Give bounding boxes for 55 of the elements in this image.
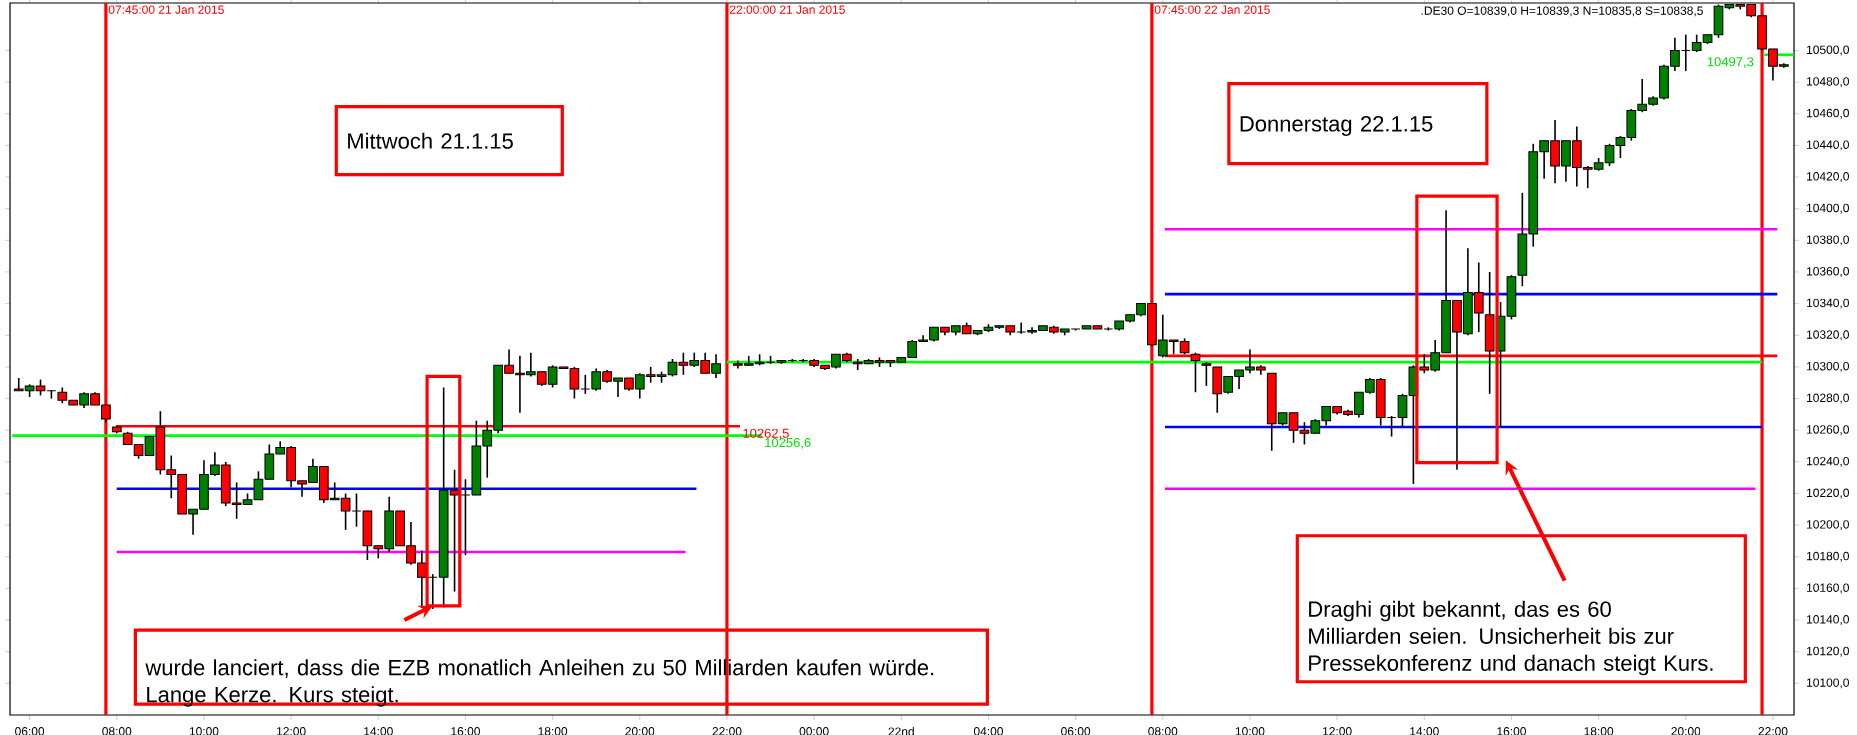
y-tick-label: 10340,0 xyxy=(1806,298,1849,309)
y-tick-label: 10220,0 xyxy=(1806,488,1849,499)
x-tick-label: 18:00 xyxy=(538,727,568,735)
y-tick-label: 10360,0 xyxy=(1806,267,1849,277)
x-tick-label: 16:00 xyxy=(451,727,480,735)
candlestick xyxy=(1201,361,1212,387)
y-tick-label: 10240,0 xyxy=(1806,456,1849,467)
x-tick-label: 16:00 xyxy=(1497,727,1526,735)
y-tick-label: 10180,0 xyxy=(1806,551,1849,562)
x-tick-label: 20:00 xyxy=(1671,727,1701,735)
x-tick-label: 22:00 xyxy=(1758,727,1788,735)
y-tick-label: 10400,0 xyxy=(1806,203,1849,214)
ref-line-label: 07:45:00 21 Jan 2015 xyxy=(108,5,224,14)
y-tick-label: 10440,0 xyxy=(1806,140,1849,151)
x-tick-label: 14:00 xyxy=(364,727,393,735)
annotation: 10497,3 xyxy=(1707,57,1754,68)
x-tick-label: 10:00 xyxy=(1235,727,1265,735)
annotation: Donnerstag 22.1.15 xyxy=(1240,116,1433,136)
x-tick-label: 22nd xyxy=(888,727,914,735)
y-tick-label: 10160,0 xyxy=(1806,583,1849,594)
y-tick-label: 10120,0 xyxy=(1806,646,1849,657)
y-tick-label: 10200,0 xyxy=(1806,520,1849,531)
x-tick-label: 06:00 xyxy=(1061,727,1091,735)
y-tick-label: 10480,0 xyxy=(1806,77,1849,88)
y-tick-label: 10320,0 xyxy=(1806,330,1849,341)
annotation: Mittwoch 21.1.15 xyxy=(348,132,513,149)
x-tick-label: 20:00 xyxy=(625,727,655,735)
y-tick-label: 10300,0 xyxy=(1806,361,1849,372)
x-tick-label: 06:00 xyxy=(15,727,45,735)
y-tick-label: 10380,0 xyxy=(1806,235,1849,246)
x-tick-label: 08:00 xyxy=(1148,727,1178,735)
annotation: 10262,5 xyxy=(743,428,789,440)
x-tick-label: 08:00 xyxy=(102,727,132,735)
y-tick-label: 10420,0 xyxy=(1806,172,1849,182)
y-tick-label: 10100,0 xyxy=(1806,678,1849,689)
annotation: .DE30 O=10839,0 H=10839,3 N=10835,8 S=10838,5 xyxy=(1421,6,1703,17)
x-tick-label: 04:00 xyxy=(973,727,1003,735)
ref-line-label: 22:00:00 21 Jan 2015 xyxy=(729,5,845,14)
x-tick-label: 00:00 xyxy=(799,727,829,735)
y-tick-label: 10460,0 xyxy=(1806,108,1849,119)
x-tick-label: 12:00 xyxy=(1323,727,1352,735)
annotation: Draghi gibt bekannt, das es 60 Milliarden seien. Unsicherheit bis zur Pressekonferenz und danach steigt Kurs. xyxy=(1309,600,1713,676)
ref-line-label: 07:45:00 22 Jan 2015 xyxy=(1154,5,1270,14)
y-tick-label: 10500,0 xyxy=(1806,45,1849,56)
annotation: 10256,6 xyxy=(765,437,811,449)
y-tick-label: 10260,0 xyxy=(1806,425,1849,436)
x-tick-label: 18:00 xyxy=(1584,727,1614,735)
candlestick xyxy=(1016,321,1026,335)
y-tick-label: 10280,0 xyxy=(1806,393,1849,404)
candlestick xyxy=(166,454,177,500)
y-tick-label: 10140,0 xyxy=(1806,615,1849,626)
x-tick-label: 12:00 xyxy=(277,727,306,735)
x-tick-label: 10:00 xyxy=(189,727,219,735)
x-tick-label: 14:00 xyxy=(1410,727,1439,735)
x-tick-label: 22:00 xyxy=(712,727,742,735)
